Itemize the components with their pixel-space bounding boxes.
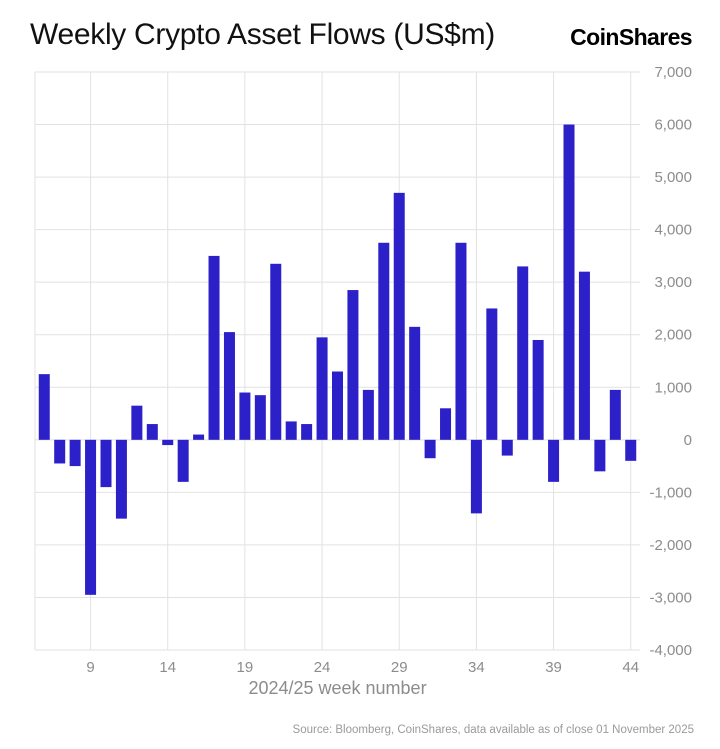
bar-week-9	[85, 439, 97, 595]
bar-week-28	[378, 242, 390, 440]
bar-week-36	[501, 439, 513, 456]
y-tick-label: 5,000	[654, 169, 692, 186]
bar-week-19	[239, 392, 251, 440]
bar-week-20	[254, 395, 266, 440]
bar-week-23	[301, 424, 313, 440]
bar-week-34	[470, 439, 482, 514]
bar-week-38	[532, 339, 544, 440]
y-tick-label: -4,000	[649, 642, 692, 659]
bar-week-12	[131, 405, 143, 440]
source-note: Source: Bloomberg, CoinShares, data avai…	[292, 724, 694, 736]
y-tick-label: 3,000	[654, 274, 692, 291]
x-tick-label: 9	[86, 659, 94, 676]
header: Weekly Crypto Asset Flows (US$m) CoinSha…	[0, 0, 720, 60]
bar-week-24	[316, 337, 328, 440]
x-tick-label: 39	[545, 659, 562, 676]
coinshares-logo: CoinShares	[570, 24, 692, 50]
y-tick-label: 0	[684, 432, 692, 449]
y-tick-label: -2,000	[649, 537, 692, 554]
bar-chart: -4,000 -3,000 -2,000 -1,000 0 1,000 2,000 3,000…	[34, 64, 692, 676]
bar-week-35	[486, 308, 498, 440]
bar-week-16	[193, 434, 205, 440]
bar-week-13	[146, 424, 158, 440]
bar-week-27	[362, 389, 374, 440]
x-tick-label: 34	[468, 659, 485, 676]
bar-week-41	[578, 271, 590, 440]
bar-week-25	[332, 371, 343, 440]
y-tick-label: 4,000	[654, 222, 692, 239]
y-tick-label: 2,000	[654, 327, 692, 344]
bar-week-39	[548, 439, 560, 482]
bar-week-11	[115, 439, 127, 519]
y-tick-label: 1,000	[654, 379, 692, 396]
bar-week-31	[424, 439, 436, 459]
bar-week-40	[563, 124, 575, 440]
y-tick-label: -3,000	[649, 589, 692, 606]
bar-week-33	[455, 242, 467, 440]
x-tick-label: 29	[391, 659, 408, 676]
x-tick-label: 24	[314, 659, 331, 676]
y-tick-label: -1,000	[649, 484, 692, 501]
bar-week-17	[208, 255, 220, 440]
y-tick-label: 6,000	[654, 117, 692, 134]
bar-week-7	[54, 439, 66, 464]
bar-week-22	[285, 421, 297, 440]
bar-week-8	[69, 439, 81, 467]
x-axis-title: 2024/25 week number	[248, 678, 427, 698]
bar-week-10	[100, 439, 112, 488]
bar-week-32	[440, 408, 452, 440]
bar-week-18	[223, 332, 235, 440]
x-tick-label: 19	[237, 659, 254, 676]
x-tick-label: 44	[622, 659, 639, 676]
bar-week-21	[270, 263, 282, 440]
page-title: Weekly Crypto Asset Flows (US$m)	[30, 18, 495, 51]
bar-week-42	[594, 439, 606, 472]
bar-week-44	[625, 439, 637, 461]
bar-week-15	[177, 439, 189, 482]
bar-week-26	[347, 290, 359, 440]
bar-week-14	[162, 439, 174, 446]
bar-week-29	[393, 192, 405, 440]
bar-week-37	[517, 266, 529, 440]
y-tick-label: 7,000	[654, 64, 692, 81]
bar-week-6	[38, 374, 50, 440]
bar-week-30	[409, 326, 421, 440]
x-tick-label: 14	[159, 659, 176, 676]
bar-week-43	[609, 389, 621, 440]
